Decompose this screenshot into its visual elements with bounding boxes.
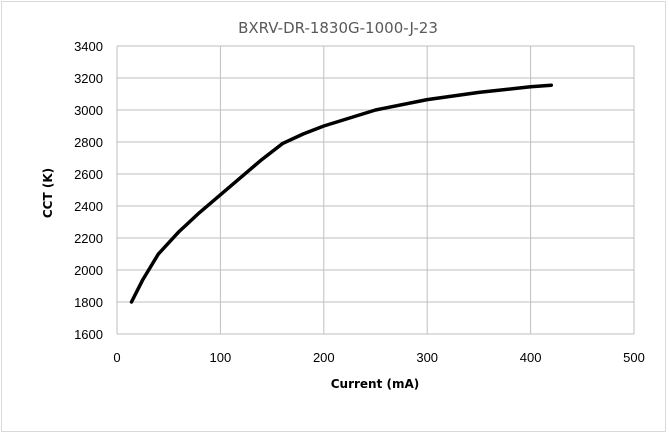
series-lines <box>129 83 554 304</box>
y-tick-label: 2400 <box>74 199 103 214</box>
chart-title: BXRV-DR-1830G-1000-J-23 <box>238 19 438 37</box>
y-tick-labels: 1600 1800 2000 2200 2400 2600 2800 3000 3200 3400 <box>74 39 103 342</box>
x-tick-label: 0 <box>113 350 120 365</box>
x-axis-label: Current (mA) <box>331 377 420 391</box>
y-tick-label: 2000 <box>74 263 103 278</box>
y-tick-label: 1600 <box>74 327 103 342</box>
y-tick-label: 2600 <box>74 167 103 182</box>
x-tick-label: 300 <box>416 350 438 365</box>
y-tick-label: 3400 <box>74 39 103 54</box>
x-tick-label: 400 <box>520 350 542 365</box>
y-tick-label: 2800 <box>74 135 103 150</box>
grid-lines <box>116 45 635 335</box>
x-tick-labels: 0 100 200 300 400 500 <box>113 350 644 365</box>
y-tick-label: 2200 <box>74 231 103 246</box>
y-tick-label: 1800 <box>74 295 103 310</box>
y-tick-label: 3000 <box>74 103 103 118</box>
x-tick-label: 200 <box>313 350 335 365</box>
x-tick-label: 500 <box>623 350 645 365</box>
y-tick-label: 3200 <box>74 71 103 86</box>
cct-curve <box>129 83 554 304</box>
y-axis-label: CCT (K) <box>41 168 55 218</box>
x-tick-label: 100 <box>210 350 232 365</box>
